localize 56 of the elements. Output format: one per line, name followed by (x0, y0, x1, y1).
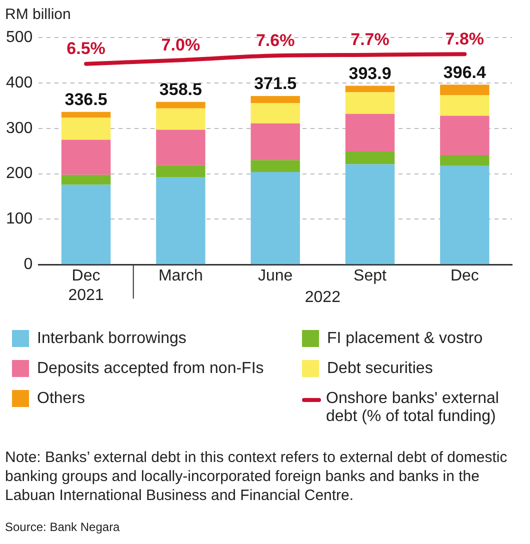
bar (61, 140, 111, 175)
bar (61, 112, 111, 118)
data-label: 7.0% (161, 35, 200, 54)
x-tick-label: Dec (450, 268, 479, 285)
y-tick-label: 400 (6, 74, 33, 92)
x-tick-label: Sept (354, 268, 388, 285)
bar (345, 164, 395, 264)
bar (440, 116, 490, 155)
legend-label: Interbank borrowings (37, 330, 186, 348)
data-label: 7.7% (350, 30, 390, 50)
total-label: 371.5 (254, 74, 297, 94)
bar (156, 130, 206, 166)
legend-label: Onshore banks' external debt (% of total funding) (326, 390, 500, 426)
bar (440, 95, 490, 116)
bar (345, 114, 395, 152)
data-label: 7.8% (445, 29, 484, 48)
bar (156, 108, 206, 130)
bar (250, 123, 300, 160)
legend-label: Deposits accepted from non-FIs (37, 360, 264, 378)
bar (345, 86, 395, 92)
total-label: 336.5 (64, 90, 108, 110)
y-axis-title: RM billion (5, 6, 71, 23)
bar (156, 177, 206, 264)
total-label: 396.4 (443, 62, 486, 82)
bar (61, 174, 111, 185)
y-tick-label: 300 (6, 120, 33, 137)
x-tick-label: Dec 2021 (68, 268, 104, 304)
bar (440, 154, 490, 166)
data-label: 6.5% (66, 39, 106, 58)
bar (440, 166, 490, 264)
legend-label: FI placement & vostro (327, 330, 483, 348)
legend-label: Debt securities (327, 360, 433, 378)
bar (250, 102, 300, 124)
y-tick-label: 100 (6, 210, 33, 228)
bar (345, 92, 395, 114)
total-label: 358.5 (159, 80, 202, 100)
y-tick-label: 0 (24, 256, 33, 274)
bar (440, 84, 490, 96)
bar (345, 152, 395, 164)
text: Note: Banks’ external debt in this context refers to external debt of domestic banking groups and locally-incorporated foreign banks and banks in the Labuan International Business and Financial Centre. (5, 448, 508, 505)
x-tick-label: June (258, 268, 293, 285)
y-tick-label: 200 (6, 165, 33, 182)
bar (61, 118, 111, 140)
legend-label: Others (37, 390, 86, 408)
bar (156, 165, 206, 178)
total-label: 393.9 (348, 64, 392, 83)
bar (250, 172, 300, 264)
y-tick-label: 500 (6, 29, 33, 46)
source-note: Source: Bank Negara (5, 520, 120, 534)
bar (250, 96, 300, 103)
data-label: 7.6% (256, 30, 295, 50)
bar (156, 102, 206, 108)
bar (61, 184, 111, 264)
text: 2022 (304, 289, 341, 306)
bar (250, 160, 300, 172)
x-tick-label: March (158, 268, 203, 285)
